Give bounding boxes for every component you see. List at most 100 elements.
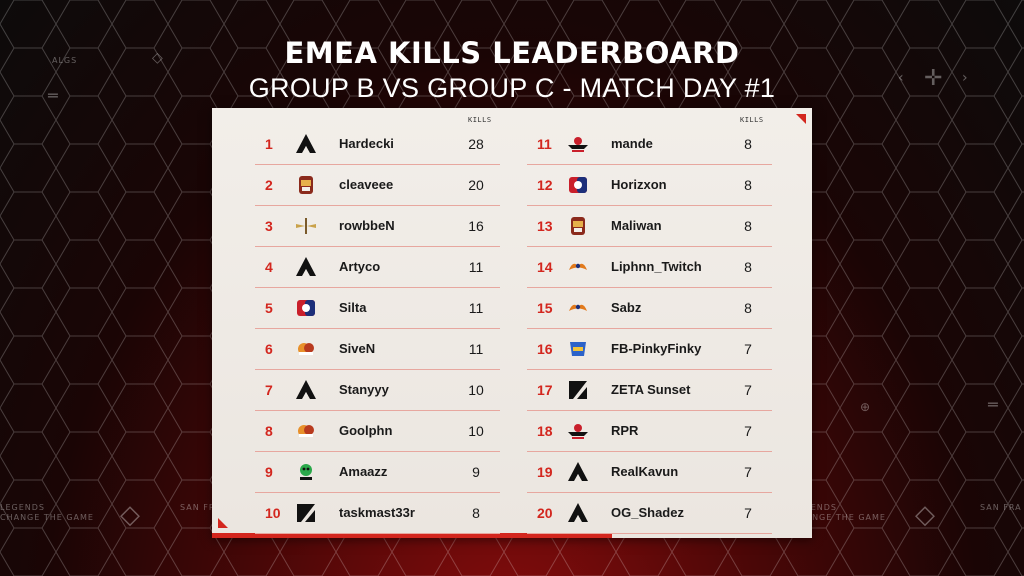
tagline-right-line-1: LEGENDS: [792, 503, 837, 512]
leaderboard-panel: KILLS 1 Hardecki 28 2 cleaveee 20 3 rowbbeN 16 4 A…: [212, 108, 812, 538]
rank-number: 7: [265, 382, 273, 398]
leaderboard-row: 13 Maliwan 8: [527, 206, 772, 247]
rank-number: 17: [537, 382, 553, 398]
leaderboard-row: 10 taskmast33r 8: [255, 493, 500, 534]
rank-number: 10: [265, 505, 281, 521]
blue-badge-icon: [567, 338, 589, 360]
chevron-left-icon: ‹: [898, 70, 904, 86]
target-icon: ⊕: [860, 400, 871, 414]
sf-left: SAN FR: [180, 503, 216, 512]
leaderboard-row: 1 Hardecki 28: [255, 124, 500, 165]
player-name: Liphnn_Twitch: [611, 259, 702, 274]
kill-count: 8: [472, 505, 480, 521]
diamond-icon: ◇: [152, 50, 163, 66]
red-wing-icon: [567, 133, 589, 155]
zeta-icon: [295, 502, 317, 524]
player-name: SiveN: [339, 341, 376, 356]
apex-icon: [295, 133, 317, 155]
rank-number: 14: [537, 259, 553, 275]
player-name: Stanyyy: [339, 382, 389, 397]
player-name: Artyco: [339, 259, 381, 274]
kill-count: 10: [468, 382, 484, 398]
leaderboard-row: 8 Goolphn 10: [255, 411, 500, 452]
rank-number: 13: [537, 218, 553, 234]
tagline-left: LEGENDS CHANGE THE GAME: [0, 503, 94, 523]
kill-count: 20: [468, 177, 484, 193]
rank-number: 8: [265, 423, 273, 439]
kill-count: 7: [744, 423, 752, 439]
algs-label: ALGS: [52, 56, 78, 65]
player-name: Hardecki: [339, 136, 394, 151]
rank-number: 6: [265, 341, 273, 357]
alliance-crest-icon: [567, 215, 589, 237]
red-wing-icon: [567, 420, 589, 442]
winged-emblem-icon: [295, 215, 317, 237]
rank-number: 3: [265, 218, 273, 234]
player-name: RealKavun: [611, 464, 679, 479]
rank-number: 9: [265, 464, 273, 480]
rank-number: 15: [537, 300, 553, 316]
apex-icon: [295, 379, 317, 401]
tagline-right-line-2: CHANGE THE GAME: [792, 513, 886, 522]
kill-count: 8: [744, 136, 752, 152]
orange-team-icon: [295, 420, 317, 442]
player-name: Goolphn: [339, 423, 393, 438]
corner-triangle-icon: [796, 114, 806, 124]
kill-count: 8: [744, 177, 752, 193]
crosshair-icon: ✛: [924, 66, 943, 91]
kill-count: 10: [468, 423, 484, 439]
zeta-icon: [567, 379, 589, 401]
leaderboard-row: 9 Amaazz 9: [255, 452, 500, 493]
orange-team-icon: [295, 338, 317, 360]
tagline-left-line-2: CHANGE THE GAME: [0, 513, 94, 522]
player-name: OG_Shadez: [611, 505, 684, 520]
rank-number: 5: [265, 300, 273, 316]
player-name: mande: [611, 136, 653, 151]
sf-right: SAN FRA: [980, 503, 1022, 512]
kills-header: KILLS: [740, 116, 764, 124]
leaderboard-row: 6 SiveN 11: [255, 329, 500, 370]
rank-number: 4: [265, 259, 273, 275]
cube-logo-icon: [567, 174, 589, 196]
player-name: Silta: [339, 300, 367, 315]
player-name: rowbbeN: [339, 218, 395, 233]
player-name: ZETA Sunset: [611, 382, 691, 397]
kill-count: 7: [744, 505, 752, 521]
green-mascot-icon: [295, 461, 317, 483]
rank-number: 16: [537, 341, 553, 357]
tagline-left-line-1: LEGENDS: [0, 503, 45, 512]
leaderboard-row: 2 cleaveee 20: [255, 165, 500, 206]
alliance-crest-icon: [295, 174, 317, 196]
player-name: Amaazz: [339, 464, 388, 479]
leaderboard-row: 5 Silta 11: [255, 288, 500, 329]
leaderboard-row: 12 Horizxon 8: [527, 165, 772, 206]
dash-lines-icon: ═: [48, 86, 58, 105]
flame-bird-icon: [567, 297, 589, 319]
tagline-right: LEGENDS CHANGE THE GAME: [792, 503, 886, 523]
player-name: Horizxon: [611, 177, 667, 192]
leaderboard-row: 20 OG_Shadez 7: [527, 493, 772, 534]
kill-count: 28: [468, 136, 484, 152]
rank-number: 18: [537, 423, 553, 439]
kill-count: 7: [744, 341, 752, 357]
leaderboard-row: 11 mande 8: [527, 124, 772, 165]
kill-count: 11: [468, 300, 484, 316]
player-name: Maliwan: [611, 218, 662, 233]
chevron-right-icon: ›: [962, 70, 968, 86]
apex-icon: [295, 256, 317, 278]
page-subtitle: GROUP B VS GROUP C - MATCH DAY #1: [248, 73, 776, 103]
player-name: cleaveee: [339, 177, 394, 192]
kill-count: 7: [744, 464, 752, 480]
kill-count: 8: [744, 300, 752, 316]
rank-number: 2: [265, 177, 273, 193]
apex-icon: [567, 461, 589, 483]
rank-number: 1: [265, 136, 273, 152]
leaderboard-row: 3 rowbbeN 16: [255, 206, 500, 247]
accent-bar: [212, 533, 612, 538]
diamond-icon: ◇: [915, 500, 935, 530]
page-title: EMEA KILLS LEADERBOARD: [284, 36, 740, 70]
dash-lines-icon: ═: [988, 395, 998, 414]
kill-count: 7: [744, 382, 752, 398]
kill-count: 9: [472, 464, 480, 480]
rank-number: 12: [537, 177, 553, 193]
